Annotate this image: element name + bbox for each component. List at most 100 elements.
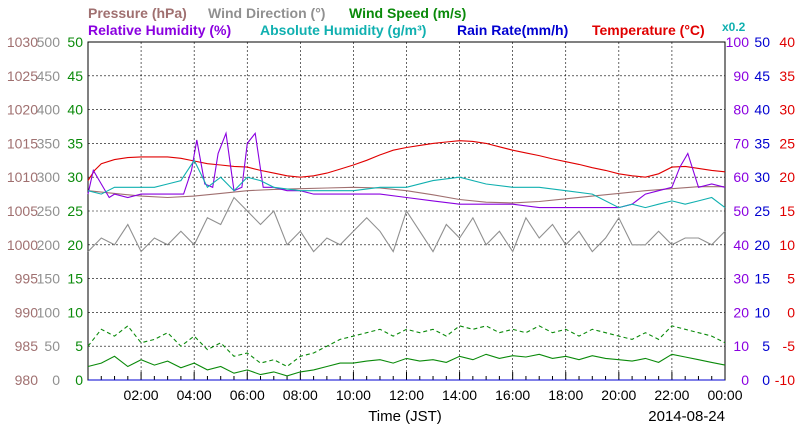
wind-speed-tick-label: 45 — [67, 68, 83, 84]
series — [87, 131, 726, 381]
wind-direction-tick-label: 500 — [37, 34, 61, 50]
series-line-relative-humidity — [87, 131, 726, 209]
legend-temperature: Temperature (°C) — [592, 22, 705, 38]
series-line-absolute-humidity-g-m — [87, 159, 726, 209]
temperature-tick-label: 20 — [779, 169, 795, 185]
x-tick-label: 18:00 — [548, 387, 583, 403]
legend-abs-scale-note: x0.2 — [722, 20, 746, 34]
temperature-tick-label: 30 — [779, 102, 795, 118]
x-axis-label: Time (JST) — [368, 408, 442, 425]
pressure-tick-label: 1015 — [7, 135, 38, 151]
pressure-tick-label: 1000 — [7, 237, 38, 253]
x-tick-label: 06:00 — [230, 387, 265, 403]
temperature-tick-label: 5 — [787, 271, 795, 287]
wind-direction-tick-label: 50 — [44, 338, 60, 354]
legend-pressure: Pressure (hPa) — [88, 5, 187, 21]
rain-rate-tick-label: 10 — [754, 304, 770, 320]
wind-direction-tick-label: 100 — [37, 304, 61, 320]
relative-humidity-tick-label: 20 — [733, 304, 749, 320]
legend-rain-rate: Rain Rate(mm/h) — [457, 22, 568, 38]
wind-direction-tick-label: 350 — [37, 135, 61, 151]
relative-humidity-tick-label: 100 — [726, 34, 750, 50]
x-tick-label: 20:00 — [601, 387, 636, 403]
x-tick-label: 04:00 — [177, 387, 212, 403]
wind-speed-tick-label: 30 — [67, 169, 83, 185]
wind-speed-tick-label: 40 — [67, 102, 83, 118]
wind-speed-tick-label: 10 — [67, 304, 83, 320]
legend-wind-direction: Wind Direction (°) — [208, 5, 325, 21]
x-tick-label: 12:00 — [389, 387, 424, 403]
pressure-tick-label: 1005 — [7, 203, 38, 219]
temperature-tick-label: 0 — [787, 304, 795, 320]
x-axis: 02:00 04:00 06:00 08:00 10:00 12:00 14:00 16:00… — [87, 372, 743, 403]
pressure-tick-label: 1010 — [7, 169, 38, 185]
wind-direction-tick-label: 450 — [37, 68, 61, 84]
x-tick-label: 00:00 — [707, 387, 742, 403]
relative-humidity-tick-label: 50 — [733, 203, 749, 219]
wind-speed-tick-label: 15 — [67, 271, 83, 287]
wind-speed-tick-label: 50 — [67, 34, 83, 50]
chart-date: 2014-08-24 — [648, 408, 725, 425]
wind-direction-tick-label: 200 — [37, 237, 61, 253]
pressure-tick-label: 1025 — [7, 68, 38, 84]
pressure-tick-label: 980 — [15, 372, 39, 388]
rain-rate-tick-label: 45 — [754, 68, 770, 84]
pressure-tick-label: 995 — [15, 271, 39, 287]
wind-direction-tick-label: 150 — [37, 271, 61, 287]
relative-humidity-tick-label: 80 — [733, 102, 749, 118]
rain-rate-tick-label: 50 — [754, 34, 770, 50]
series-line-wind-direction — [87, 196, 726, 253]
series-line-temperature-c — [87, 140, 726, 181]
series-line-pressure-hpa — [87, 186, 725, 204]
legend-row-2: Relative Humidity (%) Absolute Humidity … — [88, 20, 746, 38]
left-axes: 9809859909951000100510101015102010251030… — [7, 34, 83, 388]
rain-rate-tick-label: 20 — [754, 237, 770, 253]
wind-speed-tick-label: 20 — [67, 237, 83, 253]
temperature-tick-label: 40 — [779, 34, 795, 50]
series-line-wind-speed-gust-m-s — [87, 325, 726, 368]
legend-absolute-humidity: Absolute Humidity (g/m³) — [260, 22, 426, 38]
legend-wind-speed: Wind Speed (m/s) — [349, 5, 466, 21]
x-tick-label: 16:00 — [495, 387, 530, 403]
legend-row-1: Pressure (hPa) Wind Direction (°) Wind S… — [88, 5, 466, 21]
wind-speed-tick-label: 0 — [75, 372, 83, 388]
wind-speed-tick-label: 35 — [67, 135, 83, 151]
relative-humidity-tick-label: 30 — [733, 271, 749, 287]
x-tick-label: 22:00 — [654, 387, 689, 403]
right-axes: 0102030405060708090100051015202530354045… — [726, 34, 796, 388]
x-tick-label: 02:00 — [124, 387, 159, 403]
wind-speed-tick-label: 25 — [67, 203, 83, 219]
wind-direction-tick-label: 0 — [52, 372, 60, 388]
x-tick-label: 14:00 — [442, 387, 477, 403]
relative-humidity-tick-label: 70 — [733, 135, 749, 151]
temperature-tick-label: 35 — [779, 68, 795, 84]
grid — [88, 42, 725, 380]
pressure-tick-label: 990 — [15, 304, 39, 320]
rain-rate-tick-label: 30 — [754, 169, 770, 185]
x-tick-label: 10:00 — [336, 387, 371, 403]
relative-humidity-tick-label: 0 — [741, 372, 749, 388]
wind-direction-tick-label: 400 — [37, 102, 61, 118]
temperature-tick-label: -10 — [775, 372, 795, 388]
temperature-tick-label: 10 — [779, 237, 795, 253]
wind-speed-tick-label: 5 — [75, 338, 83, 354]
x-tick-label: 08:00 — [283, 387, 318, 403]
series-line-wind-speed-m-s — [87, 353, 726, 377]
temperature-tick-label: 25 — [779, 135, 795, 151]
pressure-tick-label: 1030 — [7, 34, 38, 50]
rain-rate-tick-label: 25 — [754, 203, 770, 219]
pressure-tick-label: 985 — [15, 338, 39, 354]
relative-humidity-tick-label: 90 — [733, 68, 749, 84]
rain-rate-tick-label: 15 — [754, 271, 770, 287]
rain-rate-tick-label: 35 — [754, 135, 770, 151]
pressure-tick-label: 1020 — [7, 102, 38, 118]
wind-direction-tick-label: 250 — [37, 203, 61, 219]
relative-humidity-tick-label: 40 — [733, 237, 749, 253]
wind-direction-tick-label: 300 — [37, 169, 61, 185]
relative-humidity-tick-label: 10 — [733, 338, 749, 354]
rain-rate-tick-label: 0 — [762, 372, 770, 388]
temperature-tick-label: 15 — [779, 203, 795, 219]
legend-relative-humidity: Relative Humidity (%) — [88, 22, 231, 38]
relative-humidity-tick-label: 60 — [733, 169, 749, 185]
